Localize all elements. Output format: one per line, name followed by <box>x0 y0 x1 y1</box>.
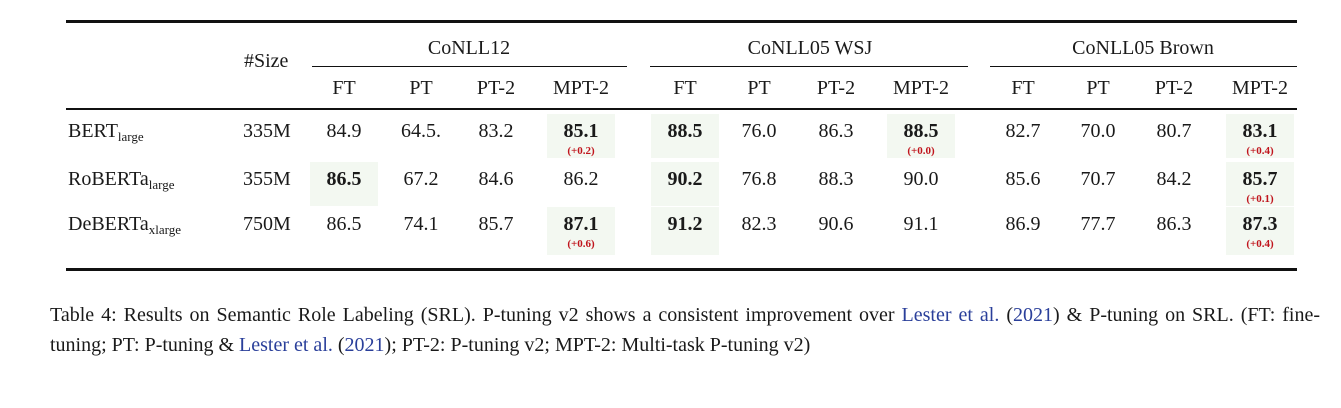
best-score-highlight <box>887 114 955 158</box>
model-name: BERTlarge <box>68 120 144 148</box>
score-cell: 83.2 <box>478 120 514 142</box>
score-cell: 76.0 <box>741 120 777 142</box>
caption-text: ( <box>332 334 345 356</box>
score-cell: 85.1 <box>563 120 599 142</box>
score-cell: 90.2 <box>667 168 703 190</box>
method-header: PT-2 <box>1154 77 1194 99</box>
citation-year-link[interactable]: 2021 <box>1013 304 1054 326</box>
best-score-highlight <box>651 114 719 158</box>
score-cell: 88.5 <box>667 120 703 142</box>
improvement-delta: (+0.2) <box>567 145 595 157</box>
header-bottom-rule <box>66 108 1297 110</box>
caption-text: ) & P-tuning on SRL. (FT: fine-tuning; P… <box>50 304 1321 356</box>
table-caption: Table 4: Results on Semantic Role Labeli… <box>50 300 1320 360</box>
best-score-highlight <box>1226 114 1294 158</box>
score-cell: 87.1 <box>563 213 599 235</box>
method-header: FT <box>1011 77 1035 99</box>
score-cell: 84.2 <box>1156 168 1192 190</box>
caption-text: Table 4: Results on Semantic Role Labeli… <box>50 304 902 326</box>
improvement-delta: (+0.1) <box>1246 193 1274 205</box>
model-size-subscript: xlarge <box>148 222 181 237</box>
improvement-delta: (+0.0) <box>907 145 935 157</box>
method-header: MPT-2 <box>1232 77 1288 99</box>
score-cell: 91.1 <box>903 213 939 235</box>
best-score-highlight <box>651 162 719 206</box>
score-cell: 70.7 <box>1080 168 1116 190</box>
method-header: PT <box>747 77 771 99</box>
param-size: 750M <box>243 213 291 235</box>
improvement-delta: (+0.4) <box>1246 145 1274 157</box>
method-header: MPT-2 <box>893 77 949 99</box>
score-cell: 86.5 <box>326 213 362 235</box>
citation-link[interactable]: Lester et al. <box>901 304 1000 326</box>
group-underline-wsj <box>650 66 968 67</box>
best-score-highlight <box>1226 207 1294 255</box>
table-top-rule <box>66 20 1297 23</box>
model-name-text: DeBERTa <box>68 213 149 235</box>
score-cell: 83.1 <box>1242 120 1278 142</box>
model-name-text: RoBERTa <box>68 168 149 190</box>
method-header: FT <box>332 77 356 99</box>
best-score-highlight <box>651 207 719 255</box>
improvement-delta: (+0.6) <box>567 238 595 250</box>
score-cell: 80.7 <box>1156 120 1192 142</box>
score-cell: 74.1 <box>403 213 439 235</box>
score-cell: 76.8 <box>741 168 777 190</box>
group-header-conll05-brown: CoNLL05 Brown <box>1072 37 1214 59</box>
score-cell: 86.2 <box>563 168 599 190</box>
best-score-highlight <box>547 207 615 255</box>
table-bottom-rule <box>66 268 1297 271</box>
model-size-subscript: large <box>117 129 144 144</box>
score-cell: 85.7 <box>1242 168 1278 190</box>
model-size-subscript: large <box>148 177 175 192</box>
score-cell: 86.3 <box>1156 213 1192 235</box>
group-header-conll12: CoNLL12 <box>427 37 511 59</box>
score-cell: 85.7 <box>478 213 514 235</box>
group-underline-conll12 <box>312 66 627 67</box>
caption-text: ); PT-2: P-tuning v2; MPT-2: Multi-task … <box>384 334 811 356</box>
score-cell: 77.7 <box>1080 213 1116 235</box>
param-size: 335M <box>243 120 291 142</box>
group-header-conll05-wsj: CoNLL05 WSJ <box>747 37 873 59</box>
score-cell: 64.5. <box>401 120 441 142</box>
score-cell: 90.6 <box>818 213 854 235</box>
size-header: #Size <box>244 50 289 72</box>
model-name: RoBERTalarge <box>68 168 174 196</box>
improvement-delta: (+0.4) <box>1246 238 1274 250</box>
best-score-highlight <box>310 162 378 206</box>
citation-link[interactable]: Lester et al. <box>239 334 333 356</box>
score-cell: 86.5 <box>326 168 362 190</box>
method-header: FT <box>673 77 697 99</box>
score-cell: 86.3 <box>818 120 854 142</box>
method-header: PT <box>1086 77 1110 99</box>
score-cell: 88.5 <box>903 120 939 142</box>
method-header: PT-2 <box>816 77 856 99</box>
score-cell: 70.0 <box>1080 120 1116 142</box>
citation-year-link[interactable]: 2021 <box>344 334 385 356</box>
score-cell: 82.3 <box>741 213 777 235</box>
param-size: 355M <box>243 168 291 190</box>
score-cell: 82.7 <box>1005 120 1041 142</box>
caption-text: ( <box>999 304 1014 326</box>
model-name: DeBERTaxlarge <box>68 213 181 241</box>
best-score-highlight <box>547 114 615 158</box>
score-cell: 91.2 <box>667 213 703 235</box>
score-cell: 88.3 <box>818 168 854 190</box>
score-cell: 86.9 <box>1005 213 1041 235</box>
group-underline-brown <box>990 66 1297 67</box>
score-cell: 84.6 <box>478 168 514 190</box>
score-cell: 87.3 <box>1242 213 1278 235</box>
best-score-highlight <box>1226 162 1294 206</box>
score-cell: 90.0 <box>903 168 939 190</box>
score-cell: 67.2 <box>403 168 439 190</box>
method-header: MPT-2 <box>553 77 609 99</box>
score-cell: 85.6 <box>1005 168 1041 190</box>
model-name-text: BERT <box>68 120 118 142</box>
method-header: PT <box>409 77 433 99</box>
method-header: PT-2 <box>476 77 516 99</box>
score-cell: 84.9 <box>326 120 362 142</box>
